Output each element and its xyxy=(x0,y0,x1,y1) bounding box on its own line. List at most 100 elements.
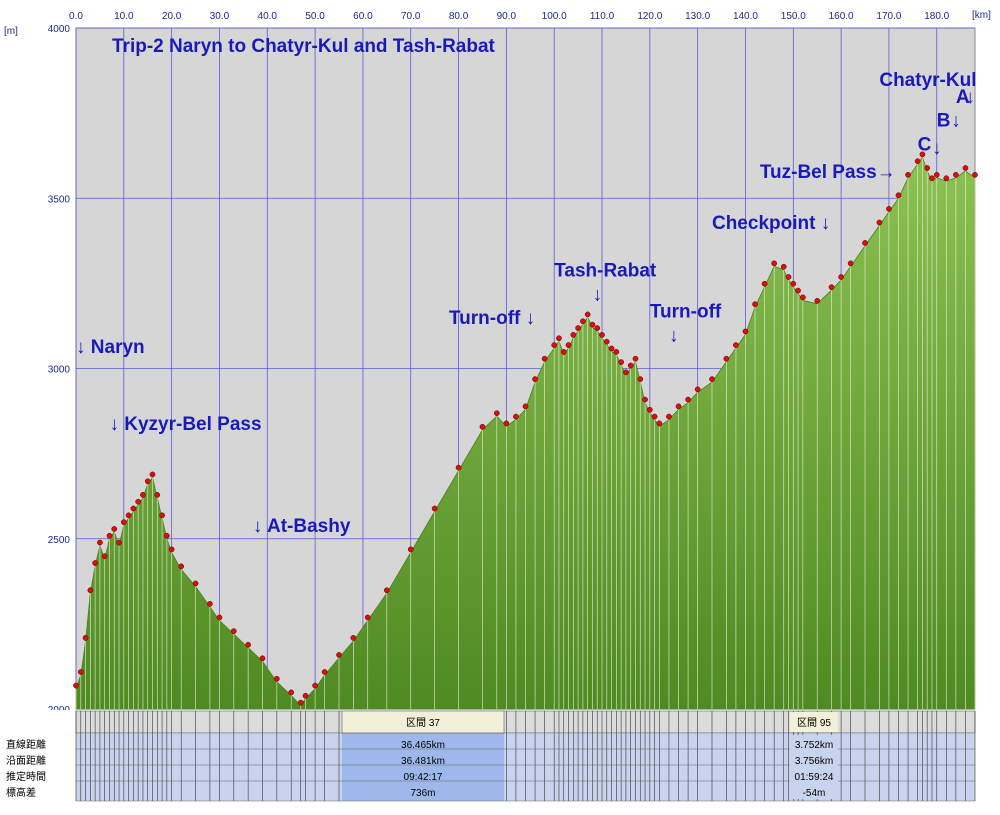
waypoint-marker xyxy=(862,240,868,246)
annotation-label: Tash-Rabat xyxy=(554,261,657,282)
waypoint-marker xyxy=(761,280,768,287)
waypoint-marker xyxy=(943,175,950,182)
waypoint-marker xyxy=(230,628,237,634)
x-tick-label: 160.0 xyxy=(829,11,854,22)
waypoint-marker xyxy=(651,413,658,420)
annotation-label: C xyxy=(918,135,932,156)
waypoint-marker xyxy=(106,532,113,539)
waypoint-marker xyxy=(556,335,562,342)
waypoint-marker xyxy=(570,332,577,338)
annotation-label: ↓ Kyzyr-Bel Pass xyxy=(109,414,261,435)
x-tick-label: 80.0 xyxy=(449,11,469,22)
waypoint-marker xyxy=(216,614,223,621)
x-tick-label: 30.0 xyxy=(210,11,230,22)
y-tick-label: 3000 xyxy=(48,365,71,376)
waypoint-marker xyxy=(924,165,931,171)
waypoint-marker xyxy=(594,325,601,331)
waypoint-marker xyxy=(800,294,806,301)
secondary-value-3: -54m xyxy=(803,788,826,799)
waypoint-marker xyxy=(168,546,175,553)
y-unit-label: [m] xyxy=(4,26,18,37)
waypoint-marker xyxy=(785,274,792,280)
highlight-cell xyxy=(342,733,504,801)
x-tick-label: 40.0 xyxy=(258,11,278,22)
waypoint-marker xyxy=(589,321,596,328)
x-tick-label: 180.0 xyxy=(924,11,949,22)
annotation-label: Checkpoint ↓ xyxy=(712,213,830,234)
waypoint-marker xyxy=(656,420,663,427)
waypoint-marker xyxy=(503,420,510,427)
x-tick-label: 130.0 xyxy=(685,11,710,22)
waypoint-marker xyxy=(273,675,280,682)
waypoint-marker xyxy=(752,301,758,308)
waypoint-marker xyxy=(383,587,390,594)
waypoint-marker xyxy=(919,151,926,158)
waypoint-marker xyxy=(618,359,624,365)
waypoint-marker xyxy=(685,396,691,403)
waypoint-marker xyxy=(666,413,672,420)
annotation-label: Chatyr-Kul xyxy=(879,70,976,91)
waypoint-marker xyxy=(623,369,629,376)
x-tick-label: 50.0 xyxy=(305,11,325,22)
segment-value-0: 36.465km xyxy=(401,740,445,751)
y-tick-label: 3500 xyxy=(48,194,71,205)
annotation-label: B xyxy=(937,111,951,132)
annotation-label: Turn-off ↓ xyxy=(449,308,535,329)
waypoint-marker xyxy=(513,413,519,420)
waypoint-marker xyxy=(694,386,701,393)
waypoint-marker xyxy=(795,287,801,294)
waypoint-marker xyxy=(565,342,572,348)
waypoint-lines xyxy=(75,157,976,709)
waypoint-marker xyxy=(97,539,103,546)
x-tick-label: 170.0 xyxy=(876,11,901,22)
waypoint-marker xyxy=(637,376,644,382)
annotation-label: ↓ xyxy=(669,325,679,346)
waypoint-marker xyxy=(455,464,462,471)
annotation-label: A xyxy=(956,87,970,108)
annotation-label: ↓ xyxy=(932,138,942,159)
annotation-label: ↓ xyxy=(965,87,975,108)
waypoint-marker xyxy=(321,669,328,675)
x-tick-label: 120.0 xyxy=(637,11,662,22)
segment-header-secondary: 区間 95 xyxy=(797,717,831,729)
waypoint-marker xyxy=(288,689,295,696)
waypoint-marker xyxy=(828,284,835,291)
segment-value-1: 36.481km xyxy=(401,756,445,767)
x-tick-label: 10.0 xyxy=(114,11,134,22)
waypoint-marker xyxy=(876,219,883,226)
waypoint-marker xyxy=(895,192,902,199)
segment-value-3: 736m xyxy=(410,788,435,799)
waypoint-marker xyxy=(886,206,892,212)
waypoint-marker xyxy=(972,171,978,178)
row-label-0: 直線距離 xyxy=(6,738,46,751)
x-tick-label: 90.0 xyxy=(497,11,517,22)
waypoint-marker xyxy=(312,682,318,689)
waypoint-marker xyxy=(627,362,634,369)
annotation-label: ↓ xyxy=(592,284,602,305)
secondary-value-1: 3.756km xyxy=(795,756,833,767)
waypoint-marker xyxy=(135,498,142,505)
waypoint-marker xyxy=(116,539,122,546)
waypoint-marker xyxy=(599,332,605,338)
waypoint-marker xyxy=(192,580,199,587)
row-label-2: 推定時間 xyxy=(6,770,46,783)
waypoint-marker xyxy=(140,492,146,498)
waypoint-marker xyxy=(532,376,538,382)
waypoint-marker xyxy=(207,601,213,607)
waypoint-marker xyxy=(929,175,935,182)
row-label-1: 沿面距離 xyxy=(6,754,46,767)
waypoint-marker xyxy=(73,682,79,689)
waypoint-marker xyxy=(584,311,591,318)
annotation-label: ↓ At-Bashy xyxy=(253,516,351,537)
waypoint-marker xyxy=(646,406,653,413)
waypoint-marker xyxy=(838,274,844,280)
waypoint-marker xyxy=(847,260,854,267)
waypoint-marker xyxy=(675,403,682,410)
secondary-body-bg xyxy=(790,735,838,799)
y-axis-ticks: 20002500300035004000 xyxy=(48,24,71,716)
waypoint-marker xyxy=(111,526,118,532)
waypoint-marker xyxy=(92,560,98,566)
waypoint-marker xyxy=(159,512,165,519)
row-label-3: 標高差 xyxy=(6,786,36,799)
waypoint-marker xyxy=(580,318,586,325)
